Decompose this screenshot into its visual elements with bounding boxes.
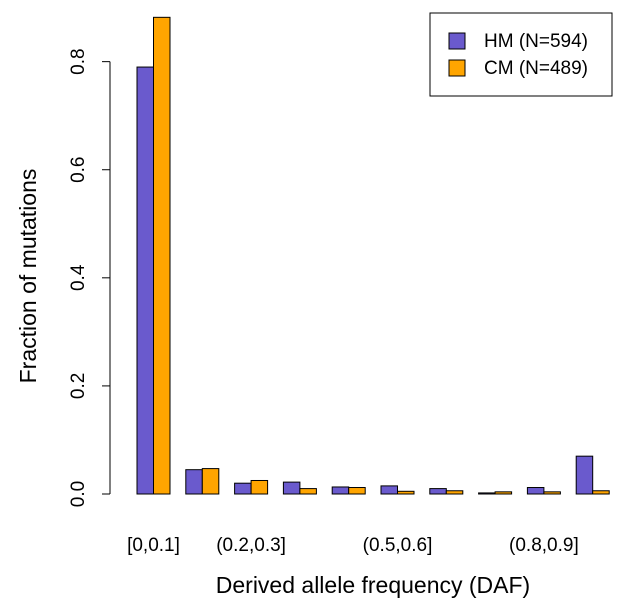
bar-cm-2 [250, 479, 269, 495]
legend-box [429, 12, 613, 97]
bar-cm-6 [445, 490, 464, 495]
legend-swatch-hm [448, 32, 466, 50]
bar-cm-4 [348, 487, 366, 495]
bar-cm-3 [299, 488, 317, 495]
legend-label-cm: CM (N=489) [484, 58, 588, 79]
x-tick-label-2: (0.2,0.3] [216, 535, 286, 556]
bar-hm-0 [136, 66, 154, 495]
bar-hm-9 [575, 455, 594, 495]
bar-cm-5 [397, 490, 415, 495]
bar-hm-3 [282, 481, 301, 495]
x-axis-title: Derived allele frequency (DAF) [216, 572, 530, 598]
bar-hm-4 [331, 486, 350, 495]
y-axis-title: Fraction of mutations [15, 169, 41, 384]
x-tick-label-0: [0,0.1] [127, 535, 180, 556]
bar-hm-1 [185, 469, 203, 495]
bar-cm-1 [201, 468, 220, 495]
bar-hm-8 [526, 487, 545, 495]
bar-hm-6 [429, 488, 447, 495]
bars-group [136, 16, 610, 495]
legend: HM (N=594) CM (N=489) [429, 12, 613, 97]
bar-cm-9 [592, 490, 610, 495]
legend-label-hm: HM (N=594) [484, 31, 588, 52]
bar-cm-0 [153, 16, 171, 495]
x-tick-label-8: (0.8,0.9] [509, 535, 579, 556]
x-tick-label-5: (0.5,0.6] [363, 535, 433, 556]
y-tick-label-2: 0.4 [68, 264, 89, 291]
bar-cm-8 [543, 491, 561, 495]
bar-hm-2 [234, 482, 252, 495]
y-tick-label-4: 0.8 [68, 48, 89, 74]
bar-hm-7 [478, 492, 496, 495]
y-axis: 0.0 0.2 0.4 0.6 0.8 [68, 48, 111, 507]
bar-hm-5 [380, 485, 398, 495]
legend-swatch-cm [448, 59, 466, 77]
y-tick-label-1: 0.2 [68, 373, 89, 399]
y-tick-label-3: 0.6 [68, 157, 89, 183]
y-tick-label-0: 0.0 [68, 481, 89, 507]
bar-cm-7 [494, 491, 513, 495]
x-axis-labels: [0,0.1] (0.2,0.3] (0.5,0.6] (0.8,0.9] [127, 535, 579, 556]
